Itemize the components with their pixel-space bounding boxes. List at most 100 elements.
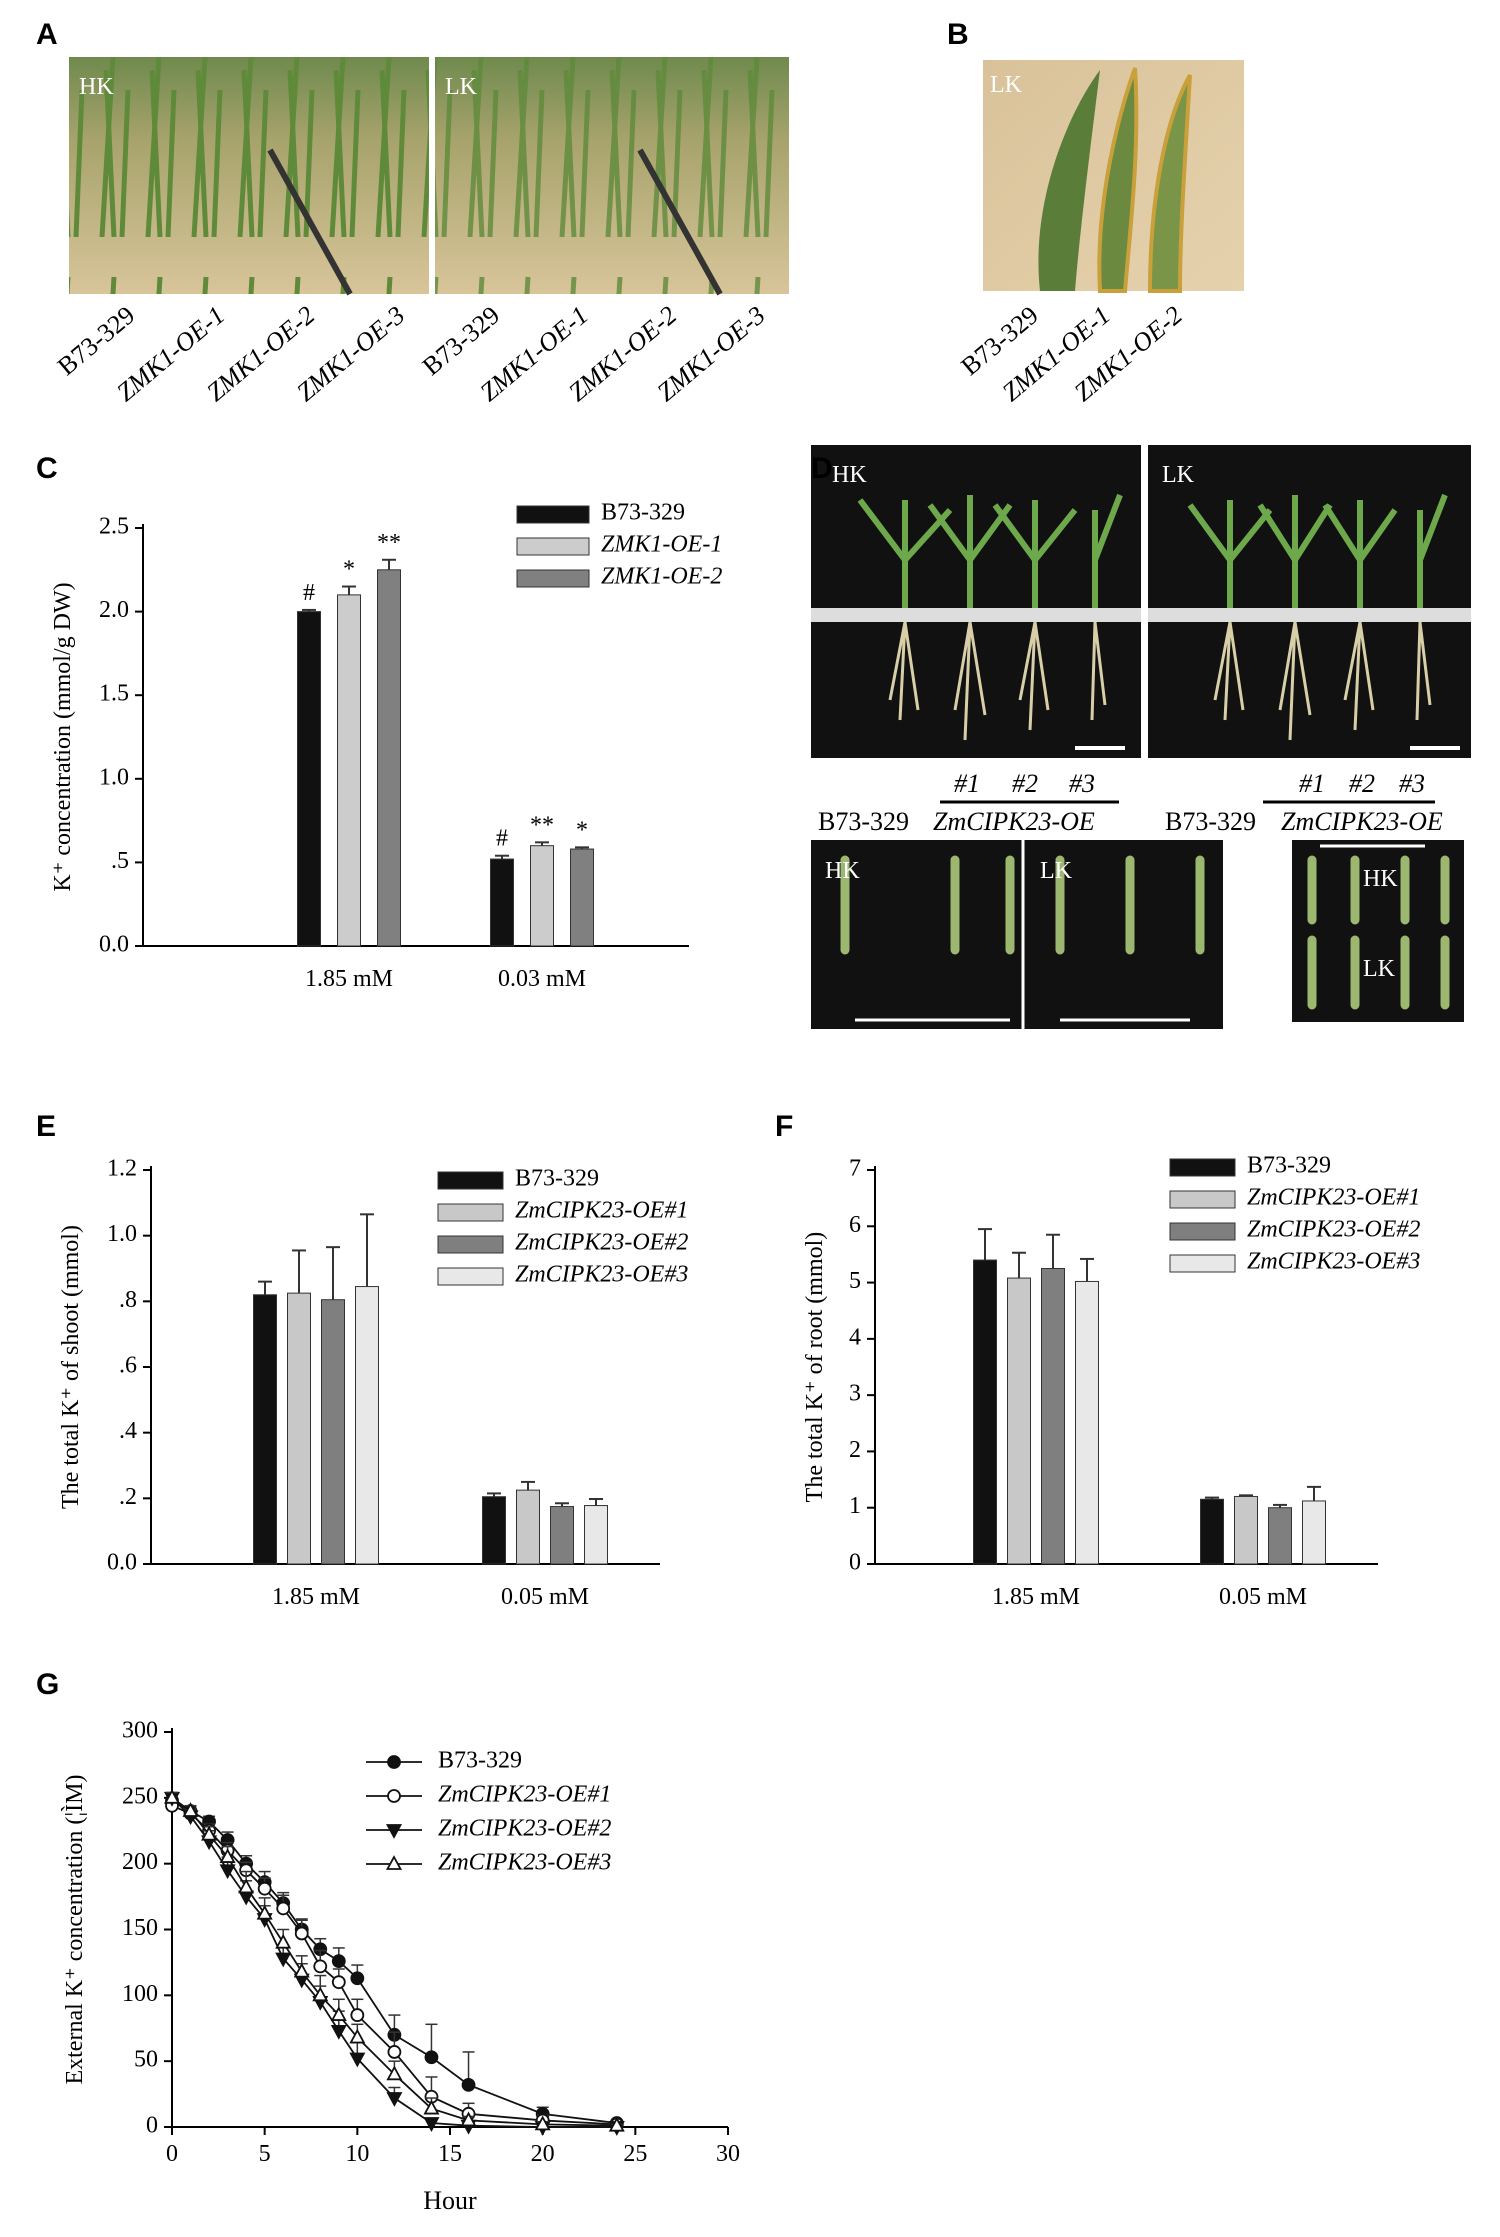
photo-b: LK (983, 60, 1244, 293)
y-tick-label: 0.0 (107, 1550, 137, 1576)
bar (1041, 1268, 1065, 1565)
oe-label: ZmCIPK23-OE (933, 807, 1095, 836)
bar (1268, 1507, 1292, 1565)
legend-label: ZmCIPK23-OE#1 (438, 1782, 611, 1808)
x-tick-label: 10 (345, 2141, 369, 2167)
x-axis-label: Hour (423, 2186, 477, 2215)
y-tick-label: .8 (119, 1287, 137, 1313)
legend-label: ZmCIPK23-OE#3 (1247, 1249, 1420, 1275)
bar (570, 848, 594, 947)
photo-label: LK (445, 74, 478, 100)
x-tick-label: 0.05 mM (1219, 1584, 1307, 1610)
leaf (1038, 70, 1100, 291)
x-tick-label: 1.85 mM (992, 1584, 1080, 1610)
y-tick-label: 1 (849, 1493, 861, 1519)
marker (294, 1926, 309, 1941)
marker (350, 1971, 365, 1986)
marker (349, 2028, 366, 2044)
legend-label: B73-329 (1247, 1153, 1331, 1179)
y-axis-label: The total K⁺ of root (mmol) (802, 1232, 828, 1503)
significance: * (343, 557, 355, 583)
y-tick-label: 1.0 (99, 764, 129, 790)
y-axis-label: External K⁺ concentration (¦ÌM) (62, 1774, 88, 2084)
bar (297, 611, 321, 947)
legend-label: B73-329 (515, 1166, 599, 1192)
y-tick-label: 6 (849, 1212, 861, 1238)
y-tick-label: 2 (849, 1437, 861, 1463)
significance: * (576, 817, 588, 843)
marker (330, 2024, 347, 2040)
bar (1007, 1277, 1031, 1565)
y-tick-label: 150 (122, 1915, 158, 1941)
legend-label: ZmCIPK23-OE#2 (515, 1230, 688, 1256)
legend-marker (387, 1755, 401, 1769)
tray (1148, 608, 1471, 622)
wt-label: B73-329 (818, 807, 909, 836)
marker (386, 2065, 403, 2081)
marker (163, 1788, 181, 1804)
x-tick-label: 0 (166, 2141, 178, 2167)
series-line (171, 1797, 617, 2128)
leaf (1097, 67, 1139, 293)
y-tick-label: 200 (122, 1849, 158, 1875)
bar (584, 1505, 608, 1565)
x-tick-label: 1.85 mM (272, 1584, 360, 1610)
photo-d: HK LK HK LK HK LK (811, 445, 1471, 1029)
shoots (857, 493, 1448, 608)
legend-swatch (1169, 1222, 1236, 1241)
bar (377, 569, 401, 947)
marker (238, 1878, 255, 1894)
legend-label: ZmCIPK23-OE#3 (438, 1850, 611, 1876)
y-tick-label: 1.2 (107, 1156, 137, 1182)
x-tick-label: 25 (623, 2141, 647, 2167)
y-tick-label: 0 (849, 1550, 861, 1576)
significance: # (496, 826, 508, 852)
y-tick-label: 1.5 (99, 681, 129, 707)
y-tick-label: 100 (122, 1981, 158, 2007)
bar (337, 594, 361, 947)
series-line (171, 1799, 617, 2124)
bar (355, 1286, 379, 1565)
y-tick-label: 2.5 (99, 514, 129, 540)
significance: # (303, 580, 315, 606)
legend-label: ZmCIPK23-OE#2 (1247, 1217, 1420, 1243)
legend-label: B73-329 (438, 1748, 522, 1774)
y-tick-label: 2.0 (99, 597, 129, 623)
panel-letter: C (36, 452, 58, 485)
y-tick-label: 1.0 (107, 1221, 137, 1247)
panel-letter: A (36, 18, 58, 51)
legend-marker (385, 1855, 403, 1870)
significance: ** (377, 530, 401, 556)
panel-letter: D (811, 452, 833, 485)
marker (201, 1825, 218, 1841)
bar (253, 1294, 277, 1565)
series-line (171, 1804, 617, 2126)
marker (312, 1986, 329, 2002)
legend-label: ZMK1-OE-2 (601, 564, 722, 590)
y-tick-label: 0.0 (99, 932, 129, 958)
leaf-pieces (840, 855, 1450, 1010)
panel-letter: F (775, 1110, 793, 1143)
y-tick-label: .4 (119, 1418, 137, 1444)
legend-label: ZmCIPK23-OE#1 (1247, 1185, 1420, 1211)
marker (330, 2006, 347, 2021)
y-tick-label: 3 (849, 1381, 861, 1407)
bar (516, 1489, 540, 1565)
marker (424, 2050, 439, 2065)
marker (276, 1901, 291, 1916)
marker (256, 1904, 273, 1920)
x-tick-label: 20 (531, 2141, 555, 2167)
marker (461, 2077, 476, 2092)
oe-label: ZmCIPK23-OE (1281, 807, 1443, 836)
x-tick-label: 30 (716, 2141, 740, 2167)
photo (1292, 840, 1464, 1022)
bar (287, 1292, 311, 1565)
marker (423, 2099, 440, 2115)
legend-label: ZMK1-OE-1 (601, 532, 722, 558)
marker (257, 1881, 272, 1896)
marker (387, 2045, 402, 2059)
line-label: #3 (1069, 769, 1095, 798)
legend-label: ZmCIPK23-OE#2 (438, 1816, 611, 1842)
wt-label: B73-329 (1165, 807, 1256, 836)
marker (350, 2008, 365, 2022)
